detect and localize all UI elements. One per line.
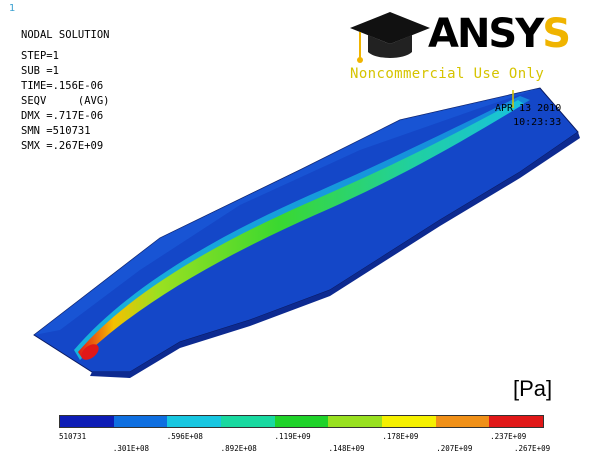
legend-swatch-8 — [489, 416, 544, 427]
sub-value: SUB =1 — [21, 65, 59, 77]
time-value: 10:23:33 — [513, 117, 562, 128]
brand-last-letter: S — [542, 11, 571, 57]
legend-swatch-5 — [328, 416, 383, 427]
window-number: 1 — [9, 3, 16, 14]
legend-tick-label: .301E+08 — [112, 444, 149, 453]
legend-tick-label: .892E+08 — [220, 444, 257, 453]
legend-swatch-2 — [167, 416, 222, 427]
brand-main: ANSY — [428, 11, 544, 57]
legend-tick-label: .596E+08 — [166, 432, 203, 441]
dmx-value: DMX =.717E-06 — [21, 110, 104, 122]
date-value: APR 13 2010 — [495, 103, 562, 114]
legend-swatch-0 — [60, 416, 114, 427]
seqv-value: SEQV (AVG) — [21, 95, 110, 107]
timestamp: APR 13 2010 10:23:33 — [495, 102, 561, 130]
solution-info: NODAL SOLUTION STEP=1 SUB =1 TIME=.156E-… — [21, 28, 110, 154]
plate-shade — [34, 88, 540, 335]
legend-swatch-4 — [274, 416, 329, 427]
legend-tick-label: .148E+09 — [328, 444, 365, 453]
legend-tick-label: .267E+09 — [514, 444, 551, 453]
legend-swatch-3 — [221, 416, 275, 427]
plate-surface — [33, 87, 579, 373]
legend-tick-label: .207E+09 — [436, 444, 473, 453]
smx-value: SMX =.267E+09 — [21, 140, 104, 152]
legend-tick-label: 510731 — [59, 432, 87, 441]
contour-legend-bar — [59, 415, 544, 428]
ansys-brand: ANSYS — [428, 10, 571, 58]
legend-swatch-6 — [382, 416, 436, 427]
legend-tick-label: .119E+09 — [274, 432, 311, 441]
legend-tick-label: .237E+09 — [490, 432, 527, 441]
smn-value: SMN =510731 — [21, 125, 91, 137]
unit-label: [Pa] — [513, 376, 553, 401]
solution-title: NODAL SOLUTION — [21, 29, 110, 41]
graduation-cap-icon — [350, 12, 430, 63]
step-value: STEP=1 — [21, 50, 59, 62]
time-value: TIME=.156E-06 — [21, 80, 104, 92]
noncommercial-label: Noncommercial Use Only — [350, 66, 545, 82]
legend-swatch-7 — [435, 416, 490, 427]
stress-ridge — [78, 100, 524, 358]
legend-swatch-1 — [113, 416, 168, 427]
legend-tick-label: .178E+09 — [382, 432, 419, 441]
max-stress-region — [81, 344, 99, 360]
